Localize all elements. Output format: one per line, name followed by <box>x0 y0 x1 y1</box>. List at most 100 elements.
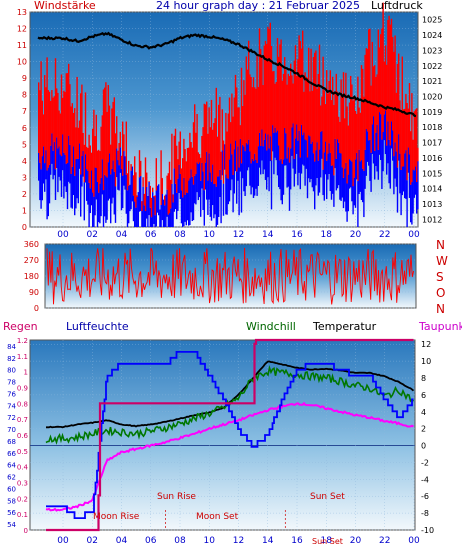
wind-gust-bar <box>395 92 397 152</box>
wind-avg-bar <box>389 145 391 189</box>
wind-gust-bar <box>356 113 358 153</box>
wind-avg-bar <box>386 145 388 175</box>
wind-avg-bar <box>182 197 184 227</box>
wind-avg-bar <box>150 217 153 227</box>
x-tick-hour: 18 <box>321 536 333 546</box>
wind-gust-bar <box>231 93 233 155</box>
wind-avg-bar <box>80 174 82 217</box>
wind-gust-bar <box>351 84 353 162</box>
wind-avg-bar <box>56 137 58 168</box>
wind-avg-bar <box>380 114 382 160</box>
wind-avg-bar <box>279 160 281 190</box>
y-tick-humidity: 74 <box>7 402 16 410</box>
y-tick-humidity: 76 <box>7 390 16 398</box>
wind-gust-bar <box>339 121 341 153</box>
wind-avg-bar <box>65 163 67 192</box>
wind-avg-bar <box>405 150 407 199</box>
wind-avg-bar <box>272 125 274 152</box>
wind-gust-bar <box>113 97 115 172</box>
x-tick-hour: 00 <box>408 536 420 546</box>
wind-avg-bar <box>315 150 317 186</box>
wind-avg-bar <box>174 183 177 210</box>
wind-avg-bar <box>110 174 112 224</box>
wind-gust-bar <box>376 74 378 125</box>
wind-gust-bar <box>412 139 414 170</box>
wind-avg-bar <box>70 173 72 208</box>
wind-gust-bar <box>402 109 405 167</box>
x-tick-hour: 20 <box>350 230 362 240</box>
wind-gust-bar <box>264 40 267 134</box>
panel2-plot <box>45 243 416 309</box>
wind-avg-bar <box>45 150 47 180</box>
y-tick-rain: 1.1 <box>17 353 28 361</box>
wind-gust-bar <box>317 74 319 161</box>
wind-avg-bar <box>374 150 376 180</box>
wind-avg-bar <box>306 157 309 199</box>
wind-gust-series <box>38 2 419 218</box>
wind-avg-bar <box>107 162 109 201</box>
wind-avg-bar <box>57 148 59 193</box>
y-tick-wind: 11 <box>17 41 27 50</box>
wind-avg-bar <box>407 147 409 173</box>
y-tick-dir: 90 <box>29 288 39 297</box>
wind-gust-bar <box>152 187 154 193</box>
wind-gust-bar <box>242 106 244 145</box>
wind-avg-bar <box>400 169 402 216</box>
wind-avg-series <box>38 110 419 227</box>
wind-gust-bar <box>357 76 359 182</box>
wind-gust-bar <box>396 63 399 168</box>
wind-avg-bar <box>363 170 365 218</box>
wind-gust-bar <box>189 132 191 179</box>
wind-gust-bar <box>276 38 279 131</box>
label-temperatur: Temperatur <box>312 320 377 333</box>
wind-gust-bar <box>177 159 179 179</box>
wind-gust-bar <box>377 29 379 150</box>
wind-avg-bar <box>160 204 162 227</box>
wind-avg-bar <box>201 162 203 189</box>
wind-gust-bar <box>354 110 357 160</box>
wind-avg-bar <box>41 156 43 201</box>
series-luftfeuchte <box>46 351 414 519</box>
wind-gust-bar <box>221 109 223 151</box>
x-tick-hour: 12 <box>233 230 244 240</box>
wind-avg-bar <box>230 143 232 191</box>
wind-avg-bar <box>231 154 233 180</box>
wind-avg-bar <box>330 165 333 200</box>
x-tick-hour: 14 <box>262 230 274 240</box>
wind-avg-bar <box>144 211 147 227</box>
y-tick-humidity: 80 <box>7 367 16 375</box>
wind-gust-bar <box>305 76 307 141</box>
y-tick-humidity: 60 <box>7 485 16 493</box>
wind-gust-bar <box>69 84 71 145</box>
wind-avg-bar <box>365 129 367 176</box>
wind-avg-bar <box>232 174 234 213</box>
wind-gust-bar <box>172 194 174 203</box>
wind-avg-bar <box>339 152 341 200</box>
wind-gust-bar <box>333 105 335 176</box>
header-left: Windstärke <box>34 0 96 12</box>
y-tick-temperature: 4 <box>421 408 426 417</box>
wind-gust-bar <box>408 83 411 155</box>
wind-gust-bar <box>144 157 147 212</box>
wind-avg-bar <box>384 110 387 155</box>
wind-gust-bar <box>192 122 195 185</box>
wind-avg-bar <box>81 156 83 187</box>
wind-gust-bar <box>416 108 418 183</box>
wind-avg-bar <box>408 154 411 198</box>
wind-gust-bar <box>110 144 112 175</box>
y-tick-humidity: 72 <box>7 414 16 422</box>
y-tick-temperature: 2 <box>421 425 426 434</box>
wind-avg-bar <box>212 164 214 206</box>
wind-avg-bar <box>354 159 357 208</box>
wind-avg-bar <box>351 161 353 202</box>
wind-avg-bar <box>411 182 413 225</box>
wind-avg-bar <box>234 140 237 172</box>
wind-avg-bar <box>166 189 168 217</box>
wind-gust-bar <box>188 147 190 181</box>
wind-avg-bar <box>372 116 375 164</box>
y-tick-wind: 6 <box>22 124 27 133</box>
wind-avg-bar <box>134 201 136 227</box>
wind-gust-bar <box>238 107 240 168</box>
wind-avg-bar <box>142 186 144 227</box>
wind-avg-bar <box>278 145 280 188</box>
